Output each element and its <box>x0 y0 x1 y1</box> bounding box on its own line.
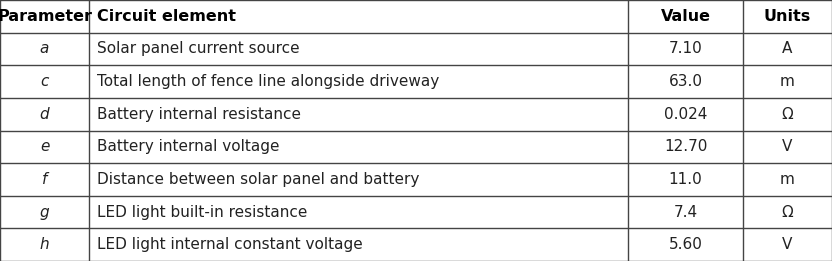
Text: Distance between solar panel and battery: Distance between solar panel and battery <box>97 172 419 187</box>
Bar <box>628 228 743 261</box>
Bar <box>628 196 743 228</box>
Bar <box>89 163 628 196</box>
Text: V: V <box>782 237 793 252</box>
Text: 5.60: 5.60 <box>669 237 702 252</box>
Text: Parameter: Parameter <box>0 9 92 24</box>
Text: 7.10: 7.10 <box>669 41 702 56</box>
Text: Battery internal resistance: Battery internal resistance <box>97 107 301 122</box>
Bar <box>743 130 832 163</box>
Bar <box>0 163 89 196</box>
Bar <box>89 98 628 130</box>
Bar <box>0 196 89 228</box>
Text: V: V <box>782 139 793 154</box>
Text: Solar panel current source: Solar panel current source <box>97 41 300 56</box>
Text: e: e <box>40 139 49 154</box>
Text: h: h <box>40 237 49 252</box>
Text: 7.4: 7.4 <box>674 205 697 220</box>
Text: 12.70: 12.70 <box>664 139 707 154</box>
Bar <box>0 98 89 130</box>
Text: a: a <box>40 41 49 56</box>
Text: m: m <box>780 74 795 89</box>
Text: Battery internal voltage: Battery internal voltage <box>97 139 280 154</box>
Text: Ω: Ω <box>781 107 794 122</box>
Text: m: m <box>780 172 795 187</box>
Bar <box>628 0 743 33</box>
Bar <box>0 0 89 33</box>
Text: d: d <box>40 107 49 122</box>
Text: 0.024: 0.024 <box>664 107 707 122</box>
Bar <box>89 33 628 65</box>
Text: LED light built-in resistance: LED light built-in resistance <box>97 205 308 220</box>
Text: Ω: Ω <box>781 205 794 220</box>
Bar <box>743 228 832 261</box>
Text: 63.0: 63.0 <box>669 74 702 89</box>
Text: A: A <box>782 41 793 56</box>
Bar <box>0 228 89 261</box>
Text: c: c <box>40 74 49 89</box>
Bar <box>743 33 832 65</box>
Bar <box>743 0 832 33</box>
Bar <box>628 33 743 65</box>
Bar <box>89 0 628 33</box>
Text: Units: Units <box>764 9 811 24</box>
Bar <box>89 196 628 228</box>
Bar <box>628 163 743 196</box>
Text: Circuit element: Circuit element <box>97 9 236 24</box>
Bar <box>89 130 628 163</box>
Bar <box>743 65 832 98</box>
Bar <box>743 196 832 228</box>
Text: Value: Value <box>661 9 711 24</box>
Bar <box>0 33 89 65</box>
Bar <box>89 228 628 261</box>
Bar <box>628 130 743 163</box>
Bar <box>628 98 743 130</box>
Bar <box>628 65 743 98</box>
Text: Total length of fence line alongside driveway: Total length of fence line alongside dri… <box>97 74 439 89</box>
Text: LED light internal constant voltage: LED light internal constant voltage <box>97 237 363 252</box>
Text: g: g <box>40 205 49 220</box>
Bar <box>743 98 832 130</box>
Text: f: f <box>42 172 47 187</box>
Bar <box>743 163 832 196</box>
Bar <box>89 65 628 98</box>
Text: 11.0: 11.0 <box>669 172 702 187</box>
Bar <box>0 65 89 98</box>
Bar <box>0 130 89 163</box>
